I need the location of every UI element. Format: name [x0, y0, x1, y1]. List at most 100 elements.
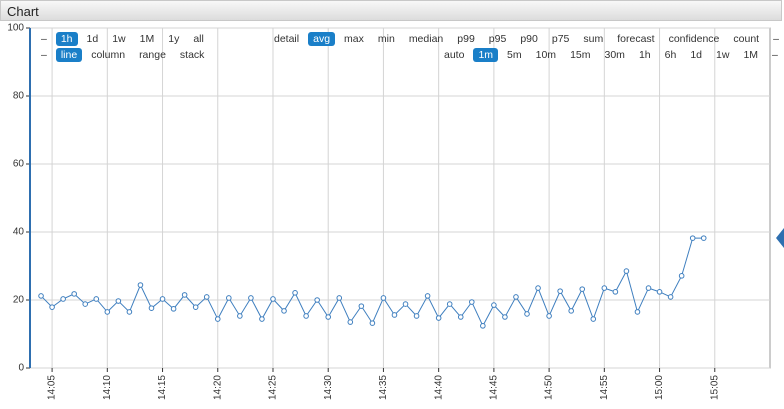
data-point	[226, 295, 232, 301]
y-tick-label: 40	[13, 227, 25, 238]
toolbar-button[interactable]: confidence	[668, 33, 720, 45]
toolbar-button[interactable]: range	[139, 49, 166, 61]
toolbar-button[interactable]: –	[772, 49, 778, 61]
data-point	[49, 304, 55, 310]
toolbar-button[interactable]: detail	[274, 33, 300, 45]
x-tick-label: 14:50	[544, 375, 555, 400]
toolbar-button[interactable]: min	[377, 33, 395, 45]
aggregate-toolbar: detail avg max min median p99 p95 p90 p75 sum fore…	[269, 32, 784, 46]
x-tick-label: 14:05	[47, 375, 58, 400]
toolbar-button[interactable]: –	[41, 49, 47, 61]
data-point	[513, 294, 519, 300]
toolbar-button[interactable]: p90	[520, 33, 538, 45]
toolbar-button[interactable]: p99	[457, 33, 475, 45]
toolbar-button[interactable]: –	[41, 33, 47, 45]
toolbar-button[interactable]: p95	[488, 33, 507, 45]
toolbar-button[interactable]: 1M	[743, 49, 759, 61]
data-point	[590, 316, 597, 322]
x-tick-label: 14:45	[489, 375, 500, 400]
data-point	[93, 296, 100, 302]
data-point	[557, 288, 563, 294]
data-point	[192, 304, 199, 310]
data-point	[535, 285, 541, 291]
toolbar-button[interactable]: count	[733, 33, 760, 45]
data-point	[203, 294, 210, 300]
data-point	[656, 289, 663, 295]
toolbar-button[interactable]: median	[408, 33, 444, 45]
x-tick-label: 15:05	[709, 375, 720, 400]
toolbar-button[interactable]: max	[344, 33, 364, 45]
data-point	[424, 293, 431, 299]
data-point	[71, 291, 77, 297]
data-point	[82, 301, 89, 307]
data-point	[468, 299, 475, 305]
data-point	[181, 292, 188, 298]
data-point	[259, 316, 265, 322]
toolbar-button[interactable]: 1w	[112, 33, 126, 45]
toolbar-button[interactable]: stack	[179, 49, 205, 61]
data-point	[689, 235, 696, 241]
toolbar-button[interactable]: 1h	[638, 49, 651, 61]
y-tick-label: 20	[13, 295, 25, 306]
data-point	[601, 285, 608, 291]
data-point	[546, 313, 552, 319]
data-point	[579, 286, 586, 292]
data-point	[336, 295, 343, 301]
panel-title: Chart	[0, 0, 782, 21]
x-tick-label: 14:30	[323, 375, 334, 400]
y-tick-label: 80	[13, 91, 25, 102]
data-point	[325, 314, 332, 320]
y-tick-label: 100	[7, 23, 24, 34]
range-toolbar: –1h 1d 1w 1M 1y all	[36, 32, 209, 46]
plot-frame	[29, 27, 771, 369]
toolbar-button[interactable]: p75	[551, 33, 570, 45]
toolbar-button[interactable]: 1w	[716, 49, 730, 61]
data-point	[524, 311, 530, 317]
toolbar-button[interactable]: 1d	[86, 33, 99, 45]
data-point	[568, 308, 574, 314]
toolbar-button[interactable]: sum	[583, 33, 604, 45]
y-tick-label: 60	[13, 159, 25, 170]
toolbar-button[interactable]: 1h	[55, 32, 78, 46]
toolbar-button[interactable]: column	[91, 49, 126, 61]
toolbar-button[interactable]: –	[773, 33, 779, 45]
data-point	[446, 301, 453, 307]
data-point	[214, 316, 221, 322]
data-point	[667, 294, 674, 300]
toolbar-button[interactable]: 6h	[664, 49, 677, 61]
toolbar-button[interactable]: 1d	[690, 49, 702, 61]
toolbar-button[interactable]: all	[193, 33, 204, 45]
data-point	[281, 308, 287, 314]
data-point	[347, 319, 354, 325]
toolbar-button[interactable]: 1M	[139, 33, 155, 45]
toolbar-button[interactable]: avg	[308, 32, 336, 46]
x-tick-label: 14:25	[268, 375, 279, 400]
data-point	[126, 309, 133, 315]
toolbar-button[interactable]: 30m	[604, 49, 625, 61]
data-point	[292, 290, 298, 296]
x-tick-label: 14:15	[157, 375, 168, 400]
toolbar-button[interactable]: 10m	[535, 49, 557, 61]
data-point	[60, 296, 66, 302]
data-point	[170, 306, 177, 312]
data-point	[700, 235, 707, 241]
toolbar-button[interactable]: 5m	[507, 49, 522, 61]
style-toolbar: – line column range stack	[36, 48, 209, 62]
toolbar-button[interactable]: 15m	[570, 49, 591, 61]
data-point	[645, 285, 652, 291]
toolbar-button[interactable]: 1y	[168, 33, 180, 45]
interval-toolbar: auto 1m 5m 10m 15m 30m 1h 6h 1d 1w 1M –	[439, 48, 783, 62]
x-tick-label: 14:40	[433, 375, 444, 400]
toolbar-button[interactable]: auto	[444, 49, 465, 61]
data-point	[502, 314, 508, 320]
data-point	[314, 297, 320, 303]
toolbar-button[interactable]: forecast	[617, 33, 655, 45]
data-point	[678, 273, 685, 279]
toolbar-button[interactable]: 1m	[473, 48, 499, 62]
data-point	[369, 320, 376, 326]
data-point	[623, 268, 630, 274]
data-point	[104, 309, 111, 315]
toolbar-button[interactable]: line	[55, 48, 83, 62]
data-point	[248, 295, 254, 301]
